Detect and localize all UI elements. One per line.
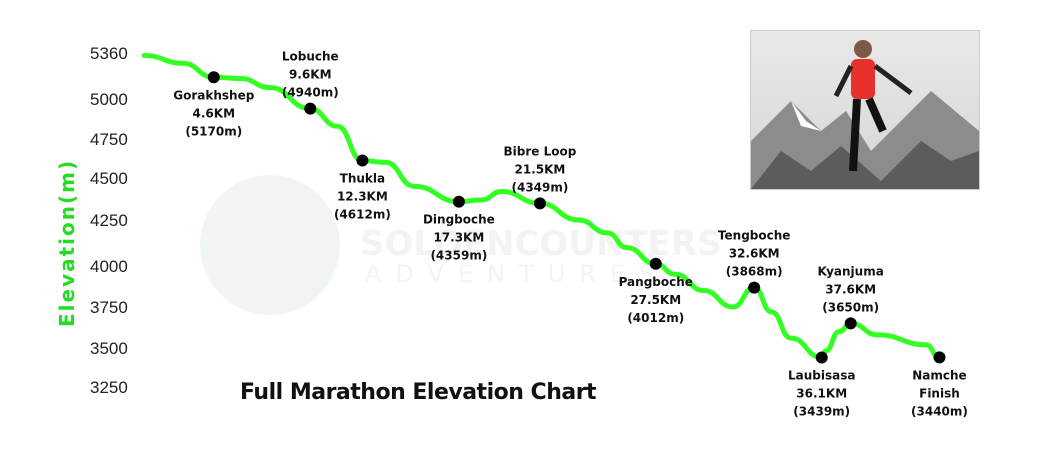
station-marker	[304, 102, 317, 115]
station-marker	[533, 197, 546, 210]
station-name: Gorakhshep	[173, 88, 254, 102]
station-name: Lobuche	[282, 50, 339, 64]
y-tick-label: 4500	[90, 169, 128, 188]
station-elev-label: (4349m)	[512, 180, 569, 194]
station-lobuche: Lobuche 9.6KM (4940m)	[282, 50, 339, 115]
station-marker	[649, 257, 662, 270]
svg-text:ADVENTURES: ADVENTURES	[365, 260, 668, 288]
y-tick-label: 3500	[90, 339, 128, 358]
station-marker	[844, 317, 857, 330]
chart-title: Full Marathon Elevation Chart	[240, 380, 597, 405]
station-name: Thukla	[340, 172, 385, 186]
station-elev-label: (4612m)	[334, 208, 391, 222]
y-tick-label: 5000	[90, 90, 128, 109]
station-elev-label: (4359m)	[430, 249, 487, 263]
station-name: Kyanjuma	[818, 264, 884, 278]
station-dist: 36.1KM	[796, 387, 847, 401]
station-elev-label: (3868m)	[726, 265, 783, 279]
y-tick-label: 4250	[90, 211, 128, 230]
station-laubisasa: Laubisasa 36.1KM (3439m)	[788, 351, 855, 419]
station-thukla: Thukla 12.3KM (4612m)	[334, 154, 391, 222]
station-bibre-loop: Bibre Loop 21.5KM (4349m)	[504, 144, 577, 210]
station-elev-label: (4940m)	[282, 86, 339, 100]
station-name: Namche	[912, 368, 966, 382]
station-name: Dingboche	[423, 213, 495, 227]
station-elev-label: (3439m)	[793, 405, 850, 419]
station-dist: 4.6KM	[193, 106, 236, 120]
station-dist: 27.5KM	[630, 293, 681, 307]
station-dist: 12.3KM	[337, 190, 388, 204]
station-marker	[815, 351, 828, 364]
station-name: Bibre Loop	[504, 144, 577, 158]
station-dist: 21.5KM	[515, 162, 566, 176]
station-dist: Finish	[919, 386, 960, 400]
station-dist: 17.3KM	[433, 231, 484, 245]
station-elev-label: (4012m)	[627, 311, 684, 325]
station-name: Tengboche	[718, 229, 791, 243]
station-dist: 32.6KM	[729, 247, 780, 261]
station-tengboche: Tengboche 32.6KM (3868m)	[718, 229, 791, 294]
station-marker	[748, 281, 761, 294]
watermark-logo: SOLOENCOUNTERS ADVENTURES	[200, 175, 721, 315]
y-tick-label: 3250	[90, 378, 128, 397]
station-elev-label: (5170m)	[185, 124, 242, 138]
y-tick-label: 5360	[90, 44, 128, 63]
station-kyanjuma: Kyanjuma 37.6KM (3650m)	[818, 264, 884, 330]
runner-photo	[750, 30, 980, 190]
y-axis-label: Elevation(m)	[55, 158, 79, 327]
station-gorakhshep: Gorakhshep 4.6KM (5170m)	[173, 71, 255, 138]
station-marker	[207, 71, 220, 84]
svg-text:SOLOENCOUNTERS: SOLOENCOUNTERS	[360, 224, 721, 264]
station-dist: 37.6KM	[825, 282, 876, 296]
y-tick-label: 4750	[90, 130, 128, 149]
station-dingboche: Dingboche 17.3KM (4359m)	[423, 195, 495, 263]
station-elev-label: (3440m)	[911, 404, 968, 418]
station-marker	[356, 154, 369, 167]
y-tick-label: 4000	[90, 257, 128, 276]
station-pangboche: Pangboche 27.5KM (4012m)	[619, 257, 693, 325]
station-dist: 9.6KM	[289, 68, 332, 82]
station-marker	[452, 195, 465, 208]
station-namche: Namche Finish (3440m)	[911, 351, 968, 418]
station-marker	[933, 351, 946, 364]
station-name: Pangboche	[619, 275, 693, 289]
station-name: Laubisasa	[788, 369, 855, 383]
y-tick-label: 3750	[90, 298, 128, 317]
station-elev-label: (3650m)	[822, 300, 879, 314]
